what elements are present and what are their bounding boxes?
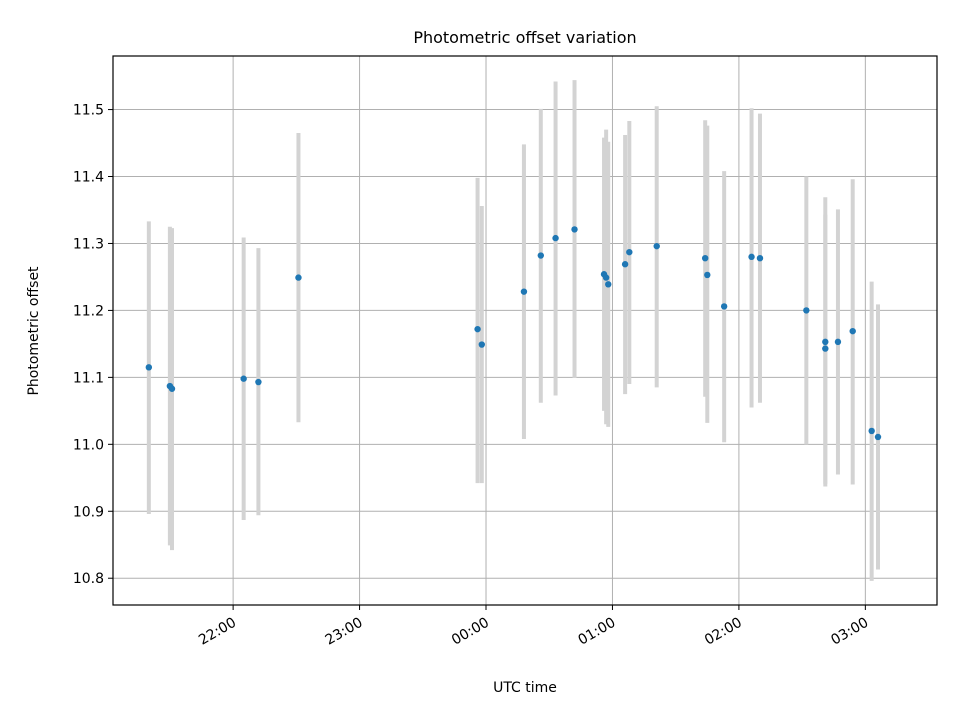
data-point: [552, 234, 559, 242]
data-point: [520, 288, 528, 295]
data-point: [295, 274, 302, 281]
data-point: [240, 375, 247, 382]
chart-title: Photometric offset variation: [413, 28, 636, 47]
data-point: [571, 226, 578, 233]
data-point: [621, 261, 629, 268]
y-axis-label: Photometric offset: [26, 266, 42, 396]
data-point: [704, 271, 711, 279]
data-point: [653, 242, 660, 250]
y-tick-label: 11.2: [73, 303, 104, 319]
data-point: [868, 427, 875, 435]
data-point: [168, 385, 176, 392]
data-point: [803, 307, 810, 314]
data-point: [822, 345, 829, 352]
y-tick-label: 11.3: [73, 236, 104, 252]
data-point: [626, 248, 633, 256]
data-point: [602, 274, 610, 281]
y-tick-label: 10.8: [73, 571, 104, 587]
data-point: [874, 433, 882, 441]
data-point: [474, 325, 481, 333]
y-tick-label: 11.4: [73, 170, 104, 186]
grid: [113, 56, 937, 605]
data-points: [145, 226, 882, 441]
y-tick-label: 11.0: [73, 437, 104, 453]
data-point: [822, 338, 829, 346]
data-point: [537, 252, 545, 259]
data-point: [605, 281, 612, 288]
data-point: [834, 338, 842, 346]
data-point: [478, 341, 485, 348]
data-point: [849, 327, 856, 335]
x-axis-label: UTC time: [493, 680, 557, 696]
data-point: [255, 378, 262, 386]
data-point: [145, 364, 153, 371]
y-tick-label: 11.1: [73, 370, 104, 386]
y-tick-label: 10.9: [73, 504, 104, 520]
data-point: [720, 303, 728, 310]
plot-frame: [112, 55, 938, 606]
data-point: [701, 254, 709, 262]
y-axis: 10.8 10.9 11.0 11.1 11.2 11.3 11.4 11.5: [73, 103, 113, 587]
data-point: [748, 253, 755, 261]
y-tick-label: 11.5: [73, 103, 104, 119]
data-point: [756, 254, 764, 262]
